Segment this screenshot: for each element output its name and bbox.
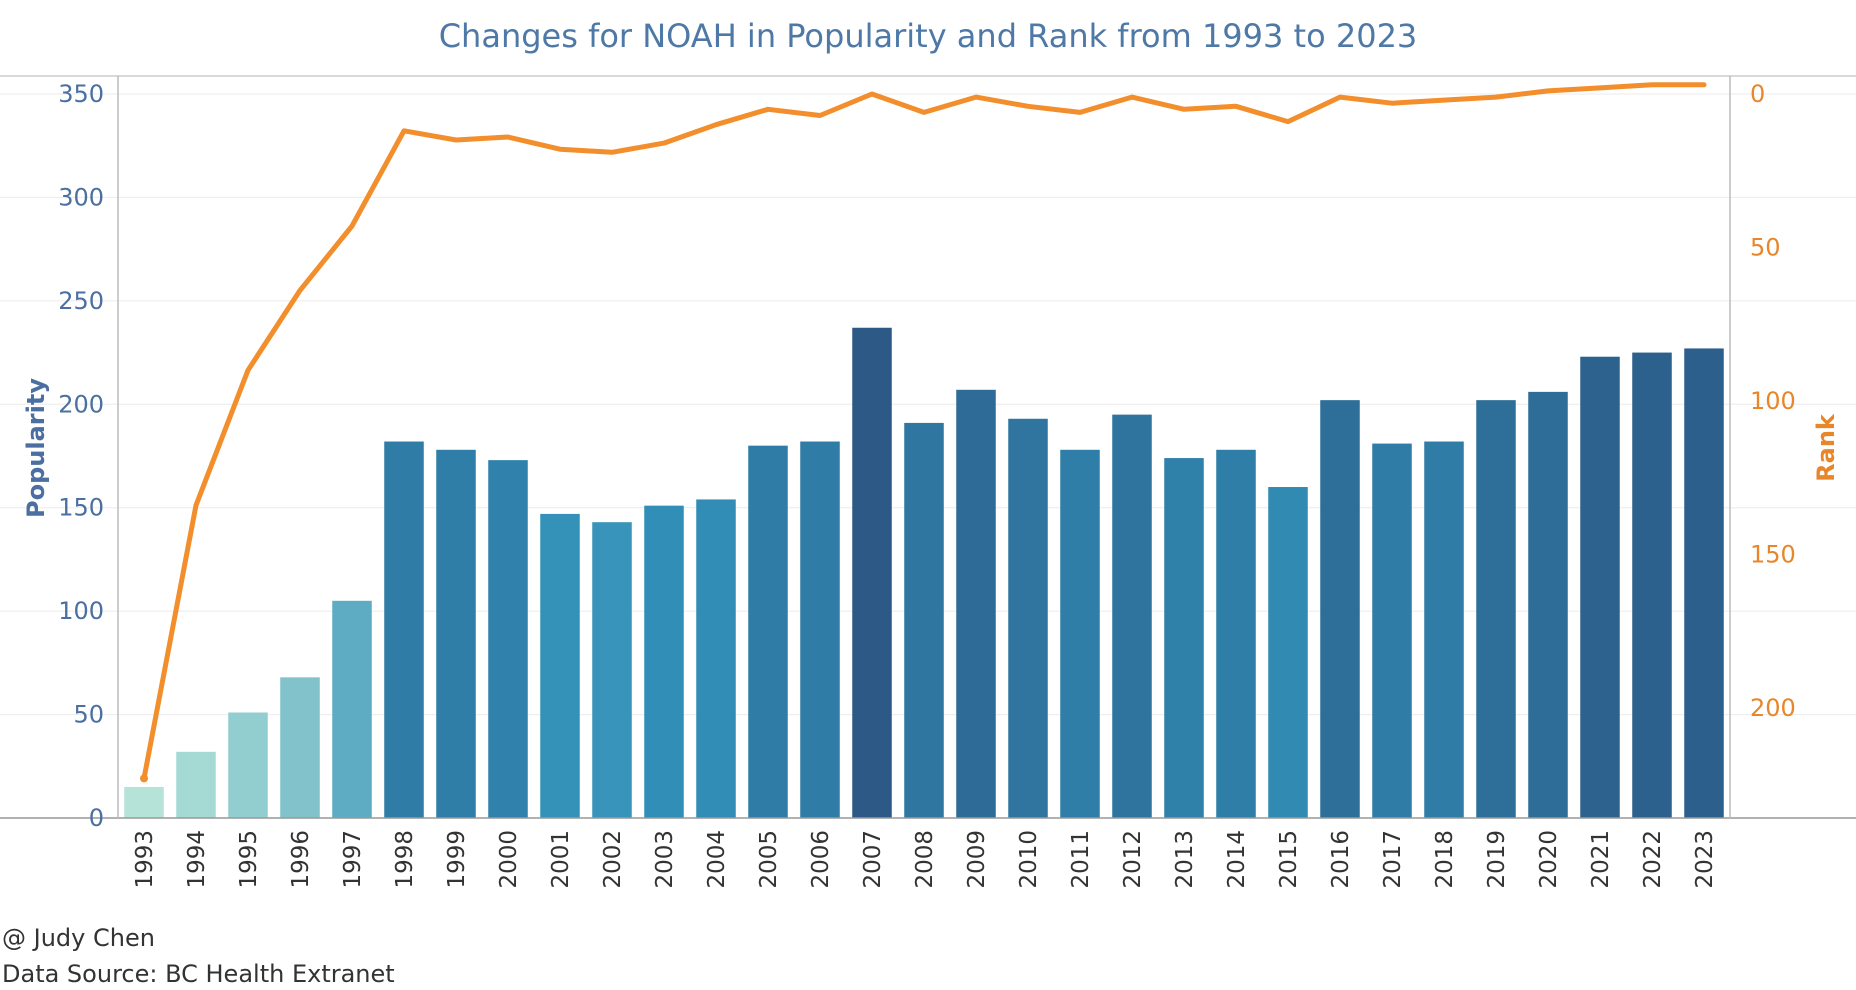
x-tick-label: 2006 xyxy=(808,830,834,889)
x-tick-label: 2008 xyxy=(912,830,938,889)
rank-line xyxy=(141,82,1707,781)
right-axis-label: Rank xyxy=(1812,413,1840,482)
popularity-bar xyxy=(332,600,372,818)
left-tick-label: 50 xyxy=(73,701,104,729)
x-tick-label: 2004 xyxy=(704,830,730,889)
popularity-bar xyxy=(1164,458,1204,818)
author-credit: @ Judy Chen xyxy=(2,924,155,952)
right-tick-label: 100 xyxy=(1750,387,1796,415)
left-tick-label: 0 xyxy=(89,804,104,832)
x-tick-label: 2020 xyxy=(1536,830,1562,889)
x-tick-label: 1999 xyxy=(444,830,470,889)
right-tick-label: 200 xyxy=(1750,694,1796,722)
x-tick-label: 2002 xyxy=(600,830,626,889)
left-tick-label: 100 xyxy=(58,597,104,625)
popularity-bar xyxy=(1372,443,1412,818)
right-tick-label: 150 xyxy=(1750,540,1796,568)
rank-point xyxy=(140,774,148,783)
chart-title: Changes for NOAH in Popularity and Rank … xyxy=(439,17,1418,55)
x-tick-label: 2022 xyxy=(1640,830,1666,889)
popularity-bar xyxy=(1112,414,1152,818)
x-tick-label: 2019 xyxy=(1484,830,1510,889)
rank-line-group xyxy=(140,82,1707,783)
x-tick-label: 2014 xyxy=(1224,830,1250,889)
x-tick-label: 2023 xyxy=(1692,830,1718,889)
popularity-bar xyxy=(800,441,840,818)
x-tick-label: 2012 xyxy=(1120,830,1146,889)
left-axis-label: Popularity xyxy=(22,378,50,518)
x-tick-label: 2005 xyxy=(756,830,782,889)
left-tick-label: 350 xyxy=(58,80,104,108)
popularity-bar xyxy=(1008,418,1048,818)
popularity-bar xyxy=(1216,449,1256,818)
popularity-bar xyxy=(124,786,164,818)
popularity-bar xyxy=(228,712,268,818)
right-tick-label: 50 xyxy=(1750,233,1781,261)
left-tick-label: 200 xyxy=(58,390,104,418)
x-tick-label: 2011 xyxy=(1068,830,1094,889)
right-tick-label: 0 xyxy=(1750,80,1765,108)
popularity-bar xyxy=(1424,441,1464,818)
x-tick-label: 2017 xyxy=(1380,830,1406,889)
x-tick-label: 2000 xyxy=(496,830,522,889)
popularity-bar xyxy=(592,522,632,818)
popularity-bar xyxy=(1632,352,1672,818)
x-tick-label: 1997 xyxy=(340,830,366,889)
popularity-bars xyxy=(124,327,1724,818)
x-tick-label: 1994 xyxy=(184,830,210,889)
data-source: Data Source: BC Health Extranet xyxy=(2,960,395,988)
x-tick-label: 2018 xyxy=(1432,830,1458,889)
popularity-bar xyxy=(280,677,320,818)
popularity-bar xyxy=(1528,391,1568,818)
left-tick-label: 300 xyxy=(58,183,104,211)
x-tick-label: 2003 xyxy=(652,830,678,889)
popularity-bar xyxy=(488,460,528,818)
popularity-bar xyxy=(852,327,892,818)
right-axis-ticks: 0 50 100 150 200 xyxy=(1750,80,1796,722)
popularity-bar xyxy=(1268,487,1308,818)
x-tick-label: 1993 xyxy=(132,830,158,889)
popularity-bar xyxy=(1320,400,1360,818)
x-tick-label: 2007 xyxy=(860,830,886,889)
x-tick-label: 2009 xyxy=(964,830,990,889)
popularity-bar xyxy=(904,422,944,818)
axes xyxy=(0,75,1856,819)
left-tick-label: 150 xyxy=(58,494,104,522)
popularity-bar xyxy=(748,445,788,818)
x-tick-label: 2001 xyxy=(548,830,574,889)
popularity-bar xyxy=(696,499,736,818)
popularity-bar xyxy=(1580,356,1620,818)
x-tick-label: 2013 xyxy=(1172,830,1198,889)
popularity-bar xyxy=(436,449,476,818)
left-axis-ticks: 0 50 100 150 200 250 300 350 xyxy=(58,80,104,832)
x-tick-label: 2016 xyxy=(1328,830,1354,889)
x-tick-label: 1995 xyxy=(236,830,262,889)
popularity-bar xyxy=(176,751,216,818)
x-tick-label: 1996 xyxy=(288,830,314,889)
popularity-bar xyxy=(384,441,424,818)
x-tick-label: 2021 xyxy=(1588,830,1614,889)
popularity-bar xyxy=(1060,449,1100,818)
x-tick-label: 2015 xyxy=(1276,830,1302,889)
popularity-bar xyxy=(1684,348,1724,818)
popularity-bar xyxy=(956,389,996,818)
x-tick-label: 1998 xyxy=(392,830,418,889)
x-tick-label: 2010 xyxy=(1016,830,1042,889)
popularity-bar xyxy=(1476,400,1516,818)
left-tick-label: 250 xyxy=(58,287,104,315)
popularity-bar xyxy=(644,505,684,818)
x-axis-ticks: 1993 1994 1995 1996 1997 1998 1999 2000 2001 2002… xyxy=(132,830,1718,889)
popularity-bar xyxy=(540,513,580,818)
